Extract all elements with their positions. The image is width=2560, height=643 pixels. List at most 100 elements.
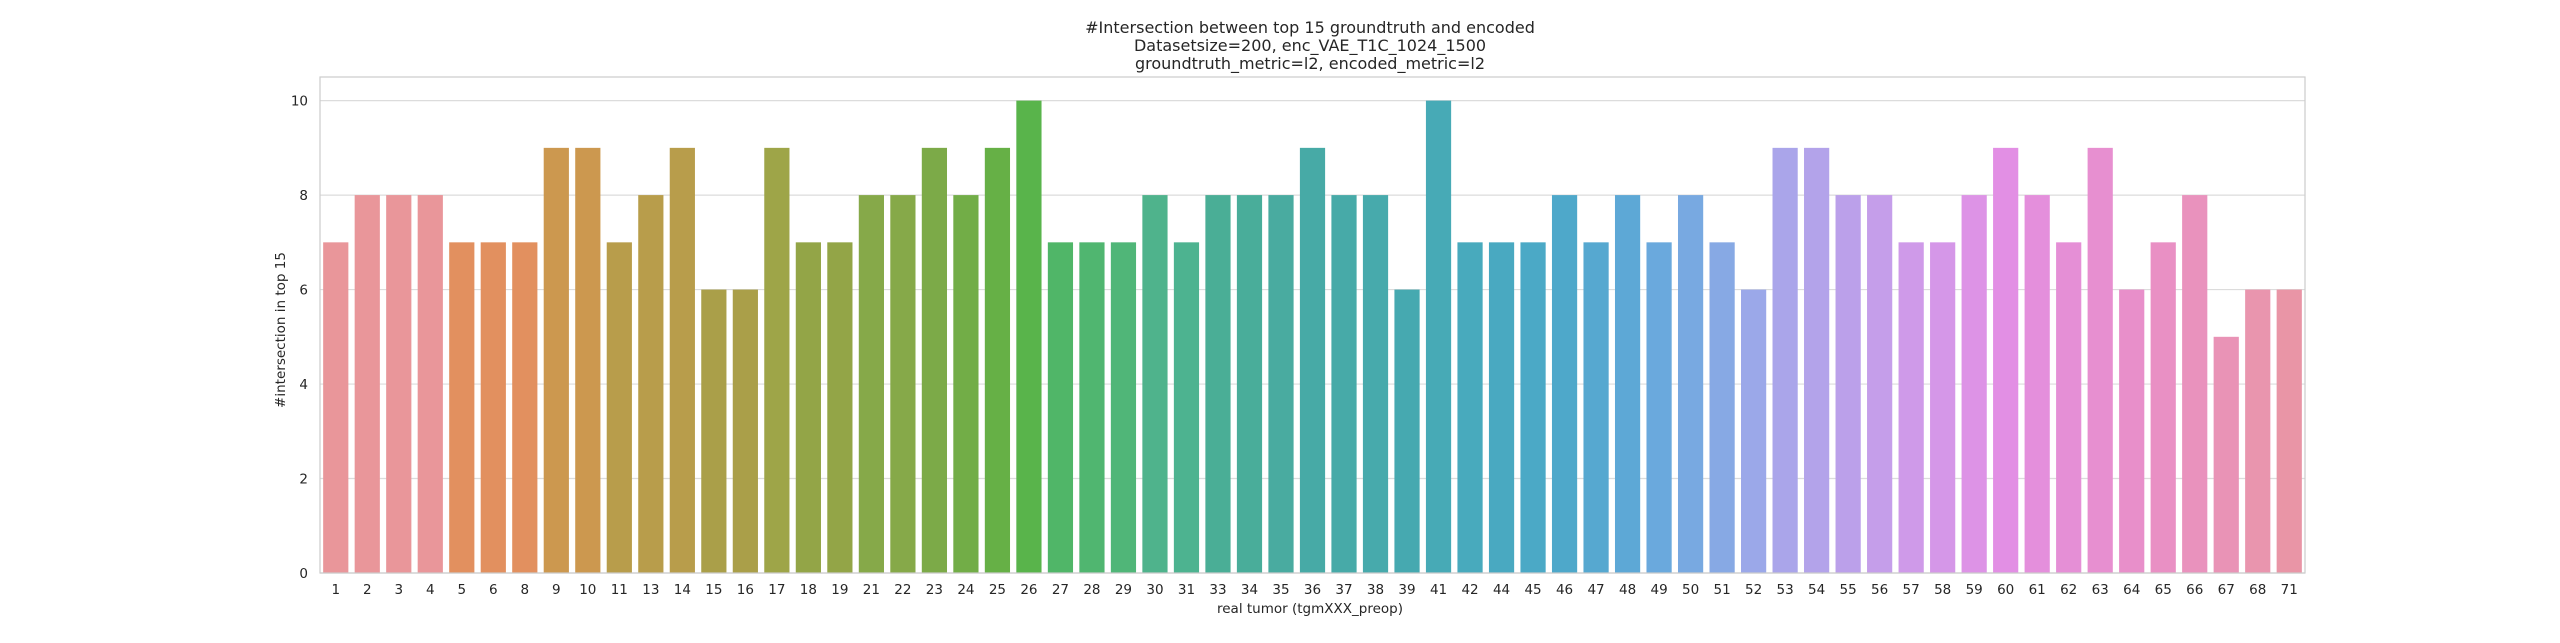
bar-29 [1110,242,1137,574]
chart-title: #Intersection between top 15 groundtruth… [1085,18,1535,74]
x-tick-label: 55 [1840,582,1857,598]
x-tick-label: 68 [2249,582,2266,598]
bar-23 [921,147,948,573]
x-tick-label: 53 [1777,582,1794,598]
x-tick-label: 37 [1335,582,1352,598]
bar-68 [2245,289,2271,573]
bar-21 [858,195,884,573]
x-tick-label: 6 [489,582,498,598]
bar-3 [386,195,412,573]
plot-frame [319,76,2306,574]
bar-24 [953,195,979,573]
x-tick-label: 14 [674,582,691,598]
bar-17 [764,147,790,573]
bar-16 [732,289,758,573]
bar-14 [669,147,695,573]
y-tick-label: 10 [291,94,308,110]
bar-2 [354,195,380,573]
bar-36 [1299,147,1326,573]
bar-58 [1930,242,1956,574]
bar-6 [480,242,506,574]
bar-37 [1331,195,1357,573]
x-tick-label: 71 [2281,582,2298,598]
bar-10 [575,147,601,573]
x-tick-label: 63 [2092,582,2109,598]
bar-71 [2276,289,2302,573]
x-tick-label: 33 [1209,582,1226,598]
x-tick-label: 16 [737,582,754,598]
y-tick-label: 6 [299,283,308,299]
bar-67 [2213,336,2239,573]
bar-27 [1047,242,1074,574]
x-tick-label: 67 [2218,582,2235,598]
x-tick-label: 48 [1619,582,1636,598]
x-tick-label: 1 [331,582,340,598]
bar-66 [2182,195,2208,573]
x-tick-label: 21 [863,582,880,598]
title-line-2: Datasetsize=200, enc_VAE_T1C_1024_1500 [1134,36,1486,56]
x-tick-label: 64 [2123,582,2140,598]
bar-19 [827,242,853,574]
bar-41 [1425,100,1452,573]
bar-30 [1142,195,1168,573]
x-tick-label: 62 [2060,582,2077,598]
x-tick-label: 30 [1146,582,1163,598]
y-tick-label: 4 [299,377,308,393]
x-axis-label: real tumor (tgmXXX_preop) [1217,601,1403,617]
bar-8 [512,242,538,574]
bar-38 [1362,195,1389,573]
bar-1 [323,242,349,574]
x-tick-label: 4 [426,582,435,598]
bar-65 [2150,242,2176,574]
bar-33 [1205,195,1231,573]
bar-47 [1583,242,1609,574]
bar-57 [1898,242,1924,574]
x-tick-label: 41 [1430,582,1447,598]
x-tick-label: 13 [642,582,659,598]
bar-63 [2087,147,2113,573]
y-tick-labels: 0 2 4 6 8 10 [291,94,308,582]
x-tick-label: 51 [1714,582,1731,598]
x-tick-label: 47 [1587,582,1604,598]
bar-64 [2119,289,2145,573]
x-tick-label: 50 [1682,582,1699,598]
x-tick-label: 18 [800,582,817,598]
bar-4 [417,195,443,573]
x-tick-label: 17 [768,582,785,598]
x-tick-label: 27 [1052,582,1069,598]
x-tick-label: 9 [552,582,561,598]
x-tick-label: 3 [394,582,403,598]
x-tick-label: 58 [1934,582,1951,598]
bar-49 [1646,242,1672,574]
x-tick-label: 45 [1524,582,1541,598]
bar-59 [1961,195,1987,573]
bar-53 [1772,147,1798,573]
bar-39 [1394,289,1420,573]
bar-31 [1173,242,1200,574]
x-tick-label: 61 [2029,582,2046,598]
bar-11 [606,242,632,574]
bar-26 [1016,100,1042,573]
bar-48 [1614,195,1641,573]
x-tick-label: 39 [1398,582,1415,598]
bar-34 [1236,195,1263,573]
x-tick-label: 31 [1178,582,1195,598]
title-line-3: groundtruth_metric=l2, encoded_metric=l2 [1135,54,1485,74]
bar-46 [1551,195,1578,573]
x-tick-label: 25 [989,582,1006,598]
bar-50 [1677,195,1704,573]
bar-18 [795,242,821,574]
x-tick-label: 26 [1020,582,1037,598]
bar-25 [984,147,1011,573]
x-tick-label: 46 [1556,582,1573,598]
y-tick-label: 0 [299,566,308,582]
x-tick-label: 15 [705,582,722,598]
y-axis-label: #intersection in top 15 [273,252,289,408]
x-tick-label: 29 [1115,582,1132,598]
bar-60 [1993,147,2019,573]
x-tick-label: 57 [1903,582,1920,598]
x-tick-label: 49 [1650,582,1667,598]
x-tick-label: 59 [1966,582,1983,598]
bar-9 [543,147,569,573]
x-tick-label: 44 [1493,582,1510,598]
